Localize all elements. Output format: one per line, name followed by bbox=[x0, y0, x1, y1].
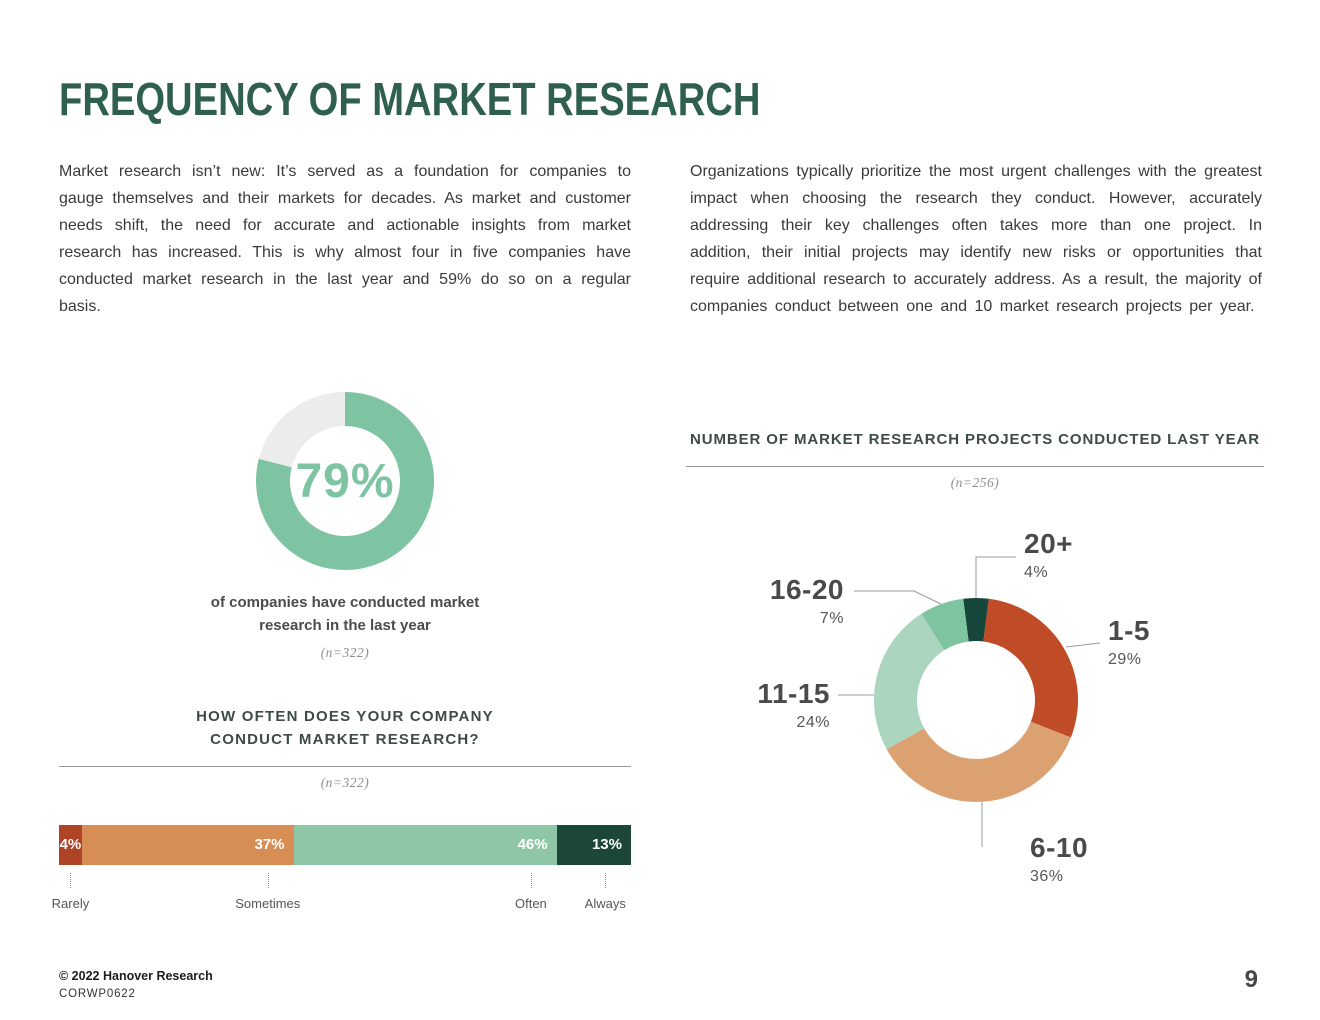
projects-sample-size: (n=256) bbox=[950, 475, 1000, 491]
segment-percent-label: 36% bbox=[1030, 867, 1064, 885]
projects-segment-16-20 bbox=[921, 599, 969, 651]
intro-section: Market research isn’t new: It’s served a… bbox=[59, 158, 1262, 320]
projects-section: NUMBER OF MARKET RESEARCH PROJECTS CONDU… bbox=[686, 428, 1264, 947]
segment-percent-label: 4% bbox=[1024, 563, 1049, 581]
conducted-donut-svg bbox=[256, 392, 435, 570]
conducted-donut-chart: 79% bbox=[250, 386, 440, 576]
bar-segment-always: 13% bbox=[556, 824, 631, 865]
conducted-research-section: 79% of companies have conducted market r… bbox=[52, 378, 631, 926]
segment-label-6-10: 6-10 36% bbox=[1030, 833, 1088, 885]
page-number: 9 bbox=[1244, 966, 1258, 993]
bar-tick bbox=[267, 872, 269, 888]
projects-donut-svg bbox=[838, 556, 1101, 848]
bar-tick bbox=[605, 872, 607, 888]
projects-segment-1-5 bbox=[983, 599, 1079, 738]
leader-line bbox=[854, 590, 942, 605]
document-code: CORWP0622 bbox=[59, 988, 136, 1000]
bar-tick bbox=[530, 872, 532, 888]
bar-segment-value: 37% bbox=[254, 836, 285, 853]
intro-paragraph-right: Organizations typically prioritize the m… bbox=[690, 163, 1262, 315]
copyright-text: © 2022 Hanover Research bbox=[59, 969, 213, 983]
bar-segment-rarely: 4% bbox=[59, 824, 82, 865]
projects-donut-chart: 20+ 4% 1-5 29% 6-10 36% 11-15 24% 16-20 7% bbox=[686, 495, 1264, 947]
bar-segment-value: 46% bbox=[517, 836, 548, 853]
projects-segment-20+ bbox=[963, 598, 989, 642]
segment-label-11-15: 11-15 24% bbox=[757, 679, 830, 731]
bar-segment-value: 13% bbox=[591, 836, 622, 853]
segment-percent-label: 7% bbox=[819, 609, 844, 627]
projects-chart-title: NUMBER OF MARKET RESEARCH PROJECTS CONDU… bbox=[689, 431, 1261, 448]
segment-range-label: 6-10 bbox=[1030, 832, 1089, 864]
bar-category-label: Rarely bbox=[51, 895, 90, 911]
bar-category-label: Sometimes bbox=[235, 895, 301, 911]
segment-range-label: 11-15 bbox=[757, 678, 830, 710]
intro-paragraph-left: Market research isn’t new: It’s served a… bbox=[59, 163, 631, 315]
projects-chart-header: NUMBER OF MARKET RESEARCH PROJECTS CONDU… bbox=[686, 428, 1264, 468]
bar-segment-often: 46% bbox=[293, 824, 557, 865]
page-footer: © 2022 Hanover Research CORWP0622 bbox=[59, 969, 213, 1000]
donut-remainder-arc bbox=[258, 392, 345, 468]
bar-category-label: Always bbox=[584, 895, 626, 911]
conducted-donut-value: 79% bbox=[295, 454, 395, 508]
frequency-bar-legend: Rarely Sometimes Often Always bbox=[52, 870, 631, 926]
conducted-sample-size: (n=322) bbox=[320, 645, 370, 660]
leader-line bbox=[1065, 642, 1101, 648]
projects-segment-11-15 bbox=[874, 614, 945, 750]
projects-segment-6-10 bbox=[886, 721, 1071, 803]
conducted-caption: of companies have conducted market resea… bbox=[210, 594, 480, 634]
segment-percent-label: 24% bbox=[796, 713, 830, 731]
frequency-chart-header: HOW OFTEN DOES YOUR COMPANY CONDUCT MARK… bbox=[59, 705, 631, 767]
segment-label-20+: 20+ 4% bbox=[1024, 529, 1073, 581]
page-title: FREQUENCY OF MARKET RESEARCH bbox=[59, 73, 761, 125]
bar-tick bbox=[70, 872, 72, 888]
segment-range-label: 16-20 bbox=[769, 574, 844, 606]
segment-percent-label: 29% bbox=[1108, 650, 1142, 668]
frequency-chart-title: HOW OFTEN DOES YOUR COMPANY CONDUCT MARK… bbox=[196, 708, 494, 749]
frequency-stacked-bar: 4% 37% 46% 13% bbox=[59, 824, 631, 865]
segment-range-label: 1-5 bbox=[1108, 615, 1150, 647]
segment-range-label: 20+ bbox=[1024, 528, 1073, 560]
bar-category-label: Often bbox=[514, 895, 547, 911]
frequency-sample-size: (n=322) bbox=[320, 774, 370, 790]
leader-line bbox=[975, 556, 1016, 599]
bar-segment-sometimes: 37% bbox=[81, 824, 294, 865]
segment-label-16-20: 16-20 7% bbox=[770, 575, 844, 627]
segment-label-1-5: 1-5 29% bbox=[1108, 616, 1150, 668]
bar-segment-value: 4% bbox=[59, 836, 82, 853]
donut-value-arc bbox=[256, 392, 435, 570]
